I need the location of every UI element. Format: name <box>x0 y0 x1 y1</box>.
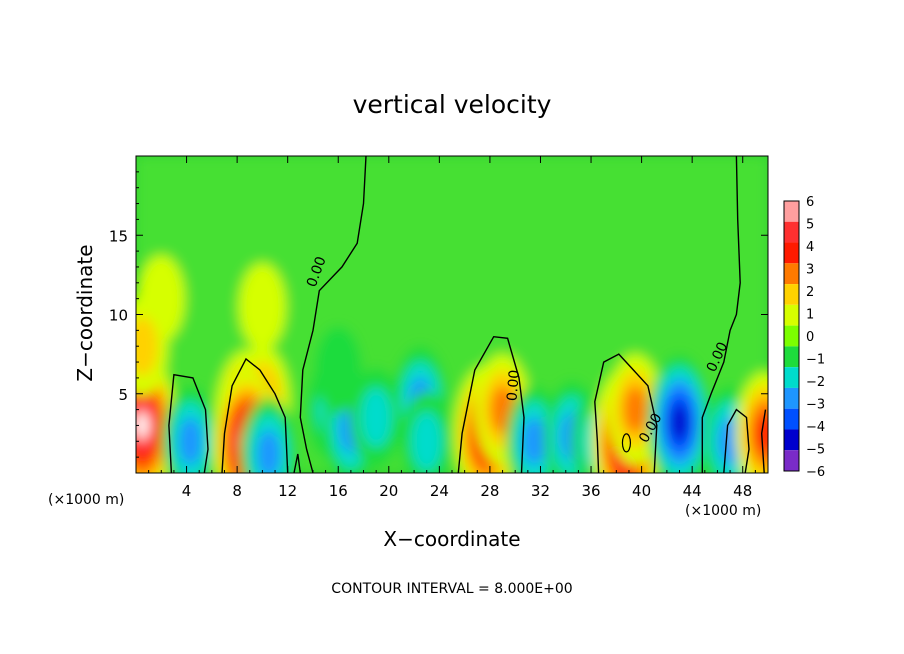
x-tick-label: 12 <box>278 482 297 500</box>
x-tick-label: 8 <box>232 482 242 500</box>
x-unit-right: (×1000 m) <box>685 503 761 519</box>
zero-contour-line <box>299 156 367 473</box>
colorbar-label: −1 <box>806 353 825 368</box>
colorbar-swatch <box>784 387 799 409</box>
zero-contour-line <box>221 357 289 473</box>
colorbar-label: −4 <box>806 420 825 435</box>
core-contour-line <box>621 433 632 453</box>
downdraft-cell <box>240 397 297 473</box>
x-tick-label: 40 <box>632 482 651 500</box>
colorbar-label: 0 <box>806 330 814 345</box>
colorbar-swatch <box>784 367 799 388</box>
updraft-cell <box>238 262 287 351</box>
colorbar-label: −3 <box>806 398 825 413</box>
colorbar-swatch <box>784 263 799 285</box>
chart-title: vertical velocity <box>353 90 552 119</box>
colorbar-label: 2 <box>806 285 814 300</box>
x-tick-label: 44 <box>683 482 702 500</box>
colorbar-swatch <box>784 242 799 264</box>
updraft-cell <box>136 296 169 397</box>
plot-area: 0.000.000.000.00 <box>135 155 769 474</box>
downdraft-cell <box>314 325 363 414</box>
colorbar-label: −2 <box>806 375 825 390</box>
colorbar-label: 1 <box>806 308 814 323</box>
zero-contour-line <box>168 373 209 473</box>
colorbar-swatch <box>784 429 799 451</box>
downdraft-cell <box>647 354 712 473</box>
x-tick-label: 16 <box>329 482 348 500</box>
zero-contour-line <box>594 353 658 473</box>
colorbar-swatch <box>784 325 799 347</box>
colorbar-swatch <box>784 304 799 326</box>
y-tick-label: 5 <box>118 386 128 404</box>
colorbar-swatch <box>784 408 799 430</box>
downdraft-cell <box>350 367 403 468</box>
y-axis-label: Z−coordinate <box>73 244 97 381</box>
x-axis-label: X−coordinate <box>383 527 520 551</box>
colorbar-swatch <box>784 346 799 368</box>
colorbar-label: −5 <box>806 443 825 458</box>
zero-contour-line <box>723 408 750 473</box>
x-tick-label: 4 <box>182 482 192 500</box>
colorbar-label: −6 <box>806 465 825 480</box>
colorbar-swatch <box>784 201 799 222</box>
x-tick-label: 32 <box>531 482 550 500</box>
y-axis: 5 10 15 <box>109 171 768 458</box>
updraft-cell <box>136 351 177 473</box>
x-tick-label: 36 <box>581 482 600 500</box>
colorbar: 6 5 4 3 2 1 0 −1 −2 −3 −4 −5 −6 <box>783 195 825 480</box>
downdraft-cell <box>162 385 219 473</box>
x-unit-left: (×1000 m) <box>48 492 124 508</box>
contour-interval-note: CONTOUR INTERVAL = 8.000E+00 <box>331 581 572 597</box>
zero-contour-line <box>457 335 525 473</box>
colorbar-frame <box>783 200 800 472</box>
colorbar-swatch <box>784 450 799 471</box>
x-tick-label: 48 <box>733 482 752 500</box>
colorbar-swatch <box>784 284 799 305</box>
contour-label: 0.00 <box>504 369 523 401</box>
colorbar-label: 4 <box>806 240 814 255</box>
y-tick-label: 15 <box>109 227 128 245</box>
downdraft-cell <box>400 391 453 473</box>
x-tick-label: 24 <box>430 482 449 500</box>
x-tick-label: 20 <box>379 482 398 500</box>
zero-contour-line <box>760 409 767 473</box>
x-tick-label: 28 <box>480 482 499 500</box>
colorbar-label: 5 <box>806 218 814 233</box>
colorbar-label: 3 <box>806 263 814 278</box>
y-tick-label: 10 <box>109 307 128 325</box>
colorbar-swatch <box>784 221 799 243</box>
zero-contour-line <box>701 156 741 473</box>
x-axis: 4 8 12 16 20 24 28 32 36 40 44 48 <box>148 156 756 500</box>
colorbar-label: 6 <box>806 195 814 210</box>
zero-contour-line <box>293 453 301 473</box>
